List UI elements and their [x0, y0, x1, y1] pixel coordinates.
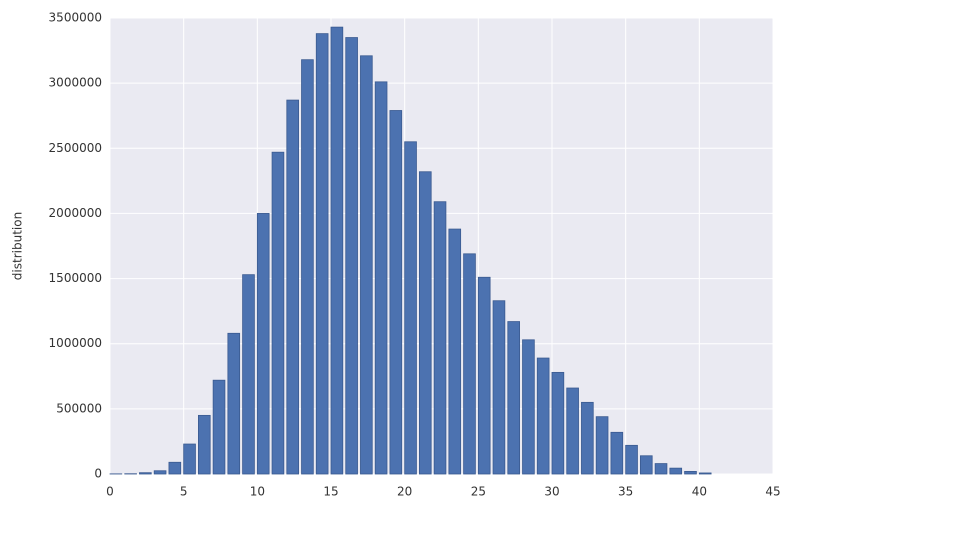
bar	[301, 59, 314, 475]
bar	[360, 55, 373, 475]
bar	[477, 276, 491, 475]
y-tick-label: 3500000	[49, 11, 102, 25]
bar	[286, 99, 299, 475]
x-tick-label: 30	[544, 485, 559, 499]
y-tick-label: 2500000	[49, 141, 102, 155]
bar	[345, 37, 358, 475]
bar	[330, 26, 344, 475]
bar	[227, 332, 241, 475]
x-tick-label: 40	[692, 485, 707, 499]
bar	[581, 401, 594, 475]
x-tick-label: 5	[180, 485, 188, 499]
x-tick-label: 10	[250, 485, 265, 499]
bar	[168, 461, 182, 475]
bar	[197, 414, 211, 475]
bar	[271, 151, 285, 475]
bar	[551, 371, 565, 475]
bar	[492, 300, 506, 475]
y-tick-label: 2000000	[49, 206, 102, 220]
bar	[139, 472, 152, 475]
y-tick-label: 0	[94, 467, 102, 481]
bar	[183, 443, 196, 475]
bar	[595, 416, 609, 475]
bar	[654, 463, 668, 475]
bar	[566, 387, 579, 475]
bar	[625, 444, 638, 475]
bar	[256, 213, 270, 475]
bar	[536, 357, 550, 475]
bar	[640, 455, 653, 475]
bar	[698, 472, 712, 475]
x-tick-label: 20	[397, 485, 412, 499]
bar	[684, 470, 697, 475]
bar	[463, 253, 476, 475]
bar	[610, 431, 624, 475]
x-tick-label: 0	[106, 485, 114, 499]
y-axis-label: distribution	[11, 212, 25, 280]
bar	[212, 379, 226, 475]
x-tick-label: 15	[323, 485, 338, 499]
x-tick-label: 25	[471, 485, 486, 499]
bar	[669, 467, 683, 475]
bar	[153, 470, 167, 475]
x-tick-label: 45	[765, 485, 780, 499]
bar	[404, 141, 417, 475]
bar	[507, 321, 520, 475]
bar	[448, 228, 462, 475]
y-tick-label: 3000000	[49, 76, 102, 90]
bar	[374, 81, 388, 475]
y-tick-label: 1500000	[49, 271, 102, 285]
bar	[418, 171, 432, 475]
bar	[522, 339, 535, 475]
bar	[389, 110, 403, 475]
x-tick-label: 35	[618, 485, 633, 499]
bar	[433, 201, 447, 475]
bar	[315, 33, 329, 475]
y-tick-label: 500000	[56, 401, 102, 415]
bar	[242, 274, 255, 475]
y-tick-label: 1000000	[49, 336, 102, 350]
